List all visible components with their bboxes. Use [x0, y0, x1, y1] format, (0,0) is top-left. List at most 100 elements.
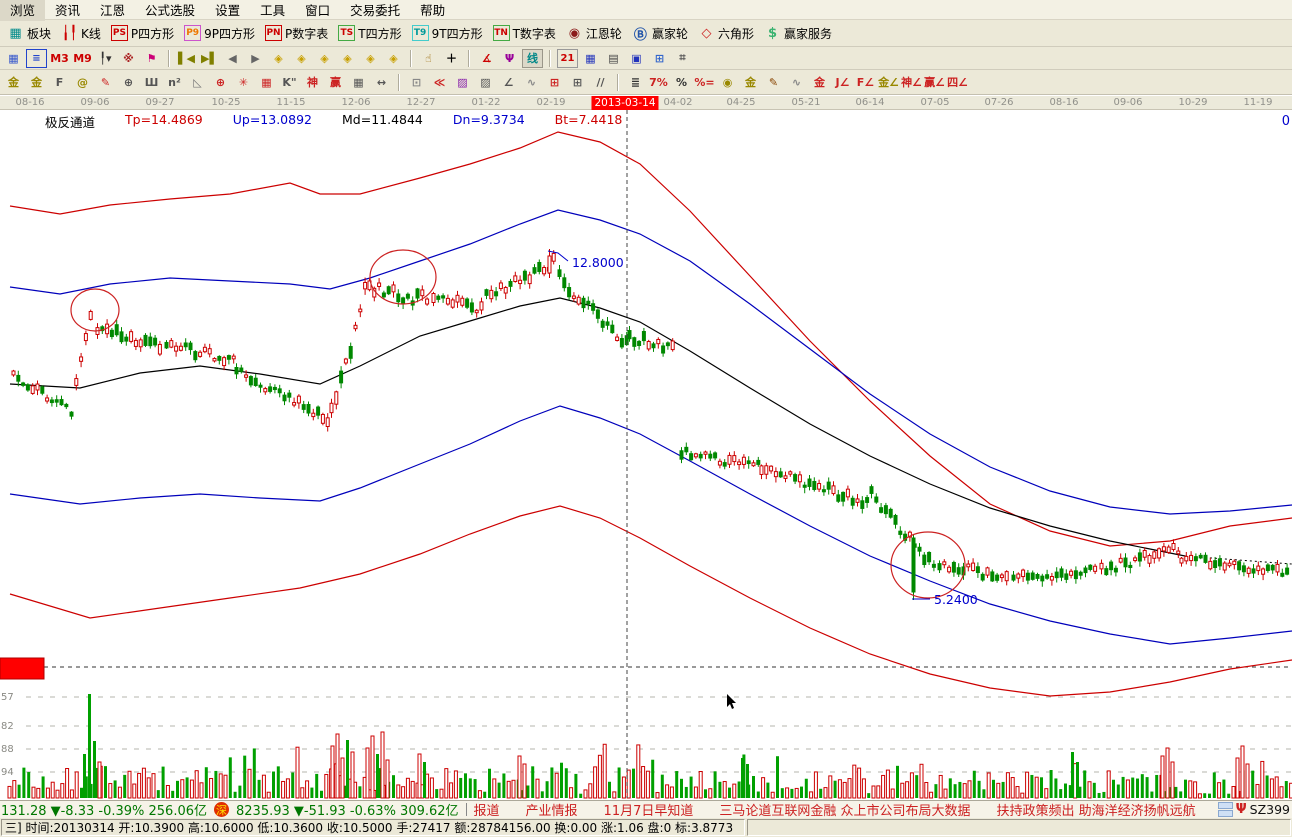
p-square-button[interactable]: PS P四方形	[106, 22, 179, 44]
target-circle-icon[interactable]: ⊕	[215, 75, 226, 89]
menu-gann[interactable]: 江恩	[100, 3, 126, 18]
cycle-circle-icon[interactable]: ⊕	[123, 75, 134, 89]
menu-news[interactable]: 资讯	[55, 3, 81, 18]
angle-lines-icon[interactable]: ∠	[503, 75, 514, 89]
zoom-horizontal-icon[interactable]: ◈	[320, 51, 329, 65]
ticker-scroll-down-button[interactable]	[1217, 810, 1233, 817]
h-measure-icon[interactable]: ↔	[376, 75, 387, 89]
compress-icon[interactable]: ◈	[343, 51, 352, 65]
win-angle-icon[interactable]: 赢∠	[924, 76, 945, 89]
four-angle-icon[interactable]: 四∠	[947, 76, 968, 89]
nine-t-square-button[interactable]: T9 9T四方形	[407, 22, 488, 44]
hexagon-button[interactable]: ◇ 六角形	[693, 22, 759, 44]
nav-icon-button[interactable]	[549, 49, 551, 67]
save-image-icon[interactable]: ▣	[631, 51, 642, 65]
p-digit-table-button[interactable]: PN P数字表	[260, 22, 333, 44]
nine-p-square-button[interactable]: P9 9P四方形	[179, 22, 260, 44]
draw-icon-button[interactable]	[617, 73, 619, 91]
shen-angle-icon[interactable]: 神∠	[901, 76, 922, 89]
gann-wheel-button[interactable]: ◉ 江恩轮	[561, 22, 627, 44]
crosshair-tool-icon[interactable]: ＋	[446, 52, 457, 65]
clipboard-icon[interactable]: ≡	[26, 48, 47, 68]
chart-window-icon[interactable]: ▦	[8, 51, 19, 65]
menu-settings[interactable]: 设置	[215, 3, 241, 18]
brush-icon[interactable]: ✎	[768, 75, 779, 89]
menu-trade-entrust[interactable]: 交易委托	[350, 3, 401, 18]
wave-a-icon[interactable]: ∿	[791, 75, 802, 89]
scroll-left-icon[interactable]: ◈	[274, 51, 283, 65]
fit-all-icon[interactable]: ◈	[389, 51, 398, 65]
fan-red-icon[interactable]: ≪	[433, 75, 446, 89]
export-icon[interactable]: ⊞	[654, 51, 665, 65]
candle-style-icon[interactable]: ╿▾	[99, 51, 112, 65]
kline-3-icon[interactable]: M3	[50, 51, 69, 65]
menu-browse[interactable]: 浏览	[0, 0, 46, 21]
fibonacci-ruler-icon[interactable]: F	[55, 75, 64, 89]
system-icon[interactable]: ⌗	[679, 51, 686, 64]
price-chart-canvas[interactable]: 57 82 88 94 12.8000 5.2400	[0, 110, 1292, 800]
grid-box-icon[interactable]: ▦	[261, 75, 272, 89]
percent-icon[interactable]: %	[675, 75, 688, 89]
gann-gold-ruler-icon[interactable]: 金	[8, 76, 19, 89]
percent-lines-icon[interactable]: %=	[694, 75, 715, 89]
menu-help[interactable]: 帮助	[420, 3, 446, 18]
win-tool-icon[interactable]: 赢	[330, 76, 341, 89]
menu-window[interactable]: 窗口	[305, 3, 331, 18]
notes-icon[interactable]: ▤	[608, 51, 619, 65]
k-quote-icon[interactable]: K"	[282, 75, 297, 89]
scroll-right-icon[interactable]: ◈	[297, 51, 306, 65]
triangle-measure-icon[interactable]: ◺	[193, 75, 202, 89]
gold-angle-icon[interactable]: 金∠	[878, 76, 899, 89]
ticker-scroll-up-button[interactable]	[1217, 802, 1233, 809]
nav-icon-button[interactable]	[168, 49, 170, 67]
volume-profile-icon[interactable]: ⚑	[146, 51, 157, 65]
gold-red-icon[interactable]: 金	[814, 76, 825, 89]
angle-tool-icon[interactable]: ∡	[481, 51, 492, 65]
grid-red-icon[interactable]: ⊞	[549, 75, 560, 89]
menu-tools[interactable]: 工具	[260, 3, 286, 18]
channel-tool-icon[interactable]: 线	[522, 48, 543, 68]
gold-lines-icon[interactable]: 金	[745, 76, 756, 89]
nav-icon-button[interactable]	[468, 49, 470, 67]
first-page-icon[interactable]: ▌◀	[178, 51, 195, 65]
j-angle-icon[interactable]: J∠	[835, 75, 850, 89]
n2-ruler-icon[interactable]: n²	[168, 75, 181, 89]
percent-7-icon[interactable]: 7%	[649, 75, 668, 89]
shen-tool-icon[interactable]: 神	[307, 76, 318, 89]
wave-tool-icon[interactable]: ∿	[526, 75, 537, 89]
pencil-measure-icon[interactable]: ✎	[100, 75, 111, 89]
price-list-icon[interactable]: ≣	[630, 75, 641, 89]
f-angle-icon[interactable]: F∠	[856, 75, 875, 89]
calendar-icon[interactable]: 21	[557, 48, 578, 68]
pattern-stamp-icon[interactable]: ※	[123, 51, 134, 65]
winner-wheel-button[interactable]: Ⓑ 赢家轮	[627, 22, 693, 44]
next-page-icon[interactable]: ▶	[251, 51, 260, 65]
gold-circle-icon[interactable]: ◉	[722, 75, 733, 89]
nav-icon-button[interactable]	[410, 49, 412, 67]
draw-icon-button[interactable]	[398, 73, 400, 91]
menu-formula-stock-pick[interactable]: 公式选股	[145, 3, 196, 18]
shape-tool-icon[interactable]: Ψ	[504, 51, 515, 65]
t-square-button[interactable]: TS T四方形	[333, 22, 406, 44]
kline-button[interactable]: ╽╿ K线	[56, 22, 106, 44]
prev-page-icon[interactable]: ◀	[228, 51, 237, 65]
winner-service-button[interactable]: $ 赢家服务	[759, 22, 837, 44]
fan-box-icon[interactable]: ▨	[480, 75, 491, 89]
calculator-icon[interactable]: ▦	[585, 51, 596, 65]
ticker-marquee[interactable]: 131.28 ▼-8.33 -0.39% 256.06亿深 8235.93 ▼-5…	[0, 801, 1216, 818]
gann-gold-ruler2-icon[interactable]: 金	[31, 76, 42, 89]
rect-tool-icon[interactable]: ⊡	[411, 75, 422, 89]
comb-ruler-icon[interactable]: Ш	[144, 75, 159, 89]
grid-dark-icon[interactable]: ⊞	[572, 75, 583, 89]
sector-button[interactable]: ▦ 板块	[2, 22, 56, 44]
expand-icon[interactable]: ◈	[366, 51, 375, 65]
spiral-icon[interactable]: @	[77, 75, 88, 89]
parallel-lines-icon[interactable]: //	[596, 75, 605, 89]
last-page-icon[interactable]: ▶▌	[201, 51, 218, 65]
hand-tool-icon[interactable]: ☝	[425, 51, 432, 65]
kline-9-icon[interactable]: M9	[73, 51, 92, 65]
star-web-icon[interactable]: ✳	[238, 75, 249, 89]
t-digit-table-button[interactable]: TN T数字表	[488, 22, 561, 44]
grid-123-icon[interactable]: ▦	[353, 75, 364, 89]
fan-box-purple-icon[interactable]: ▨	[457, 75, 468, 89]
